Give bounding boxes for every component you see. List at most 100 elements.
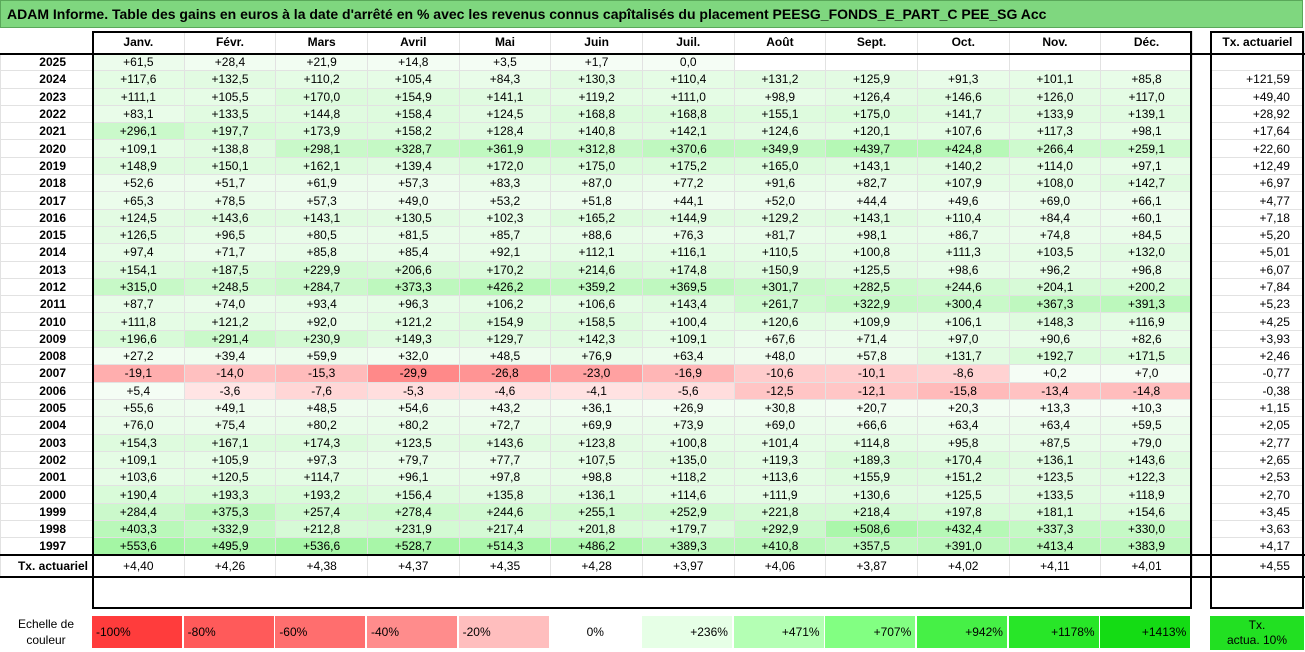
gain-cell: +97,1 <box>1100 156 1193 176</box>
gain-cell: +322,9 <box>825 295 918 314</box>
gain-cell: +201,8 <box>550 520 643 539</box>
gain-cell: +170,0 <box>275 87 368 106</box>
gain-cell: +61,9 <box>275 174 368 193</box>
gap-cell <box>1192 347 1211 365</box>
month-header: Févr. <box>183 31 277 55</box>
year-label: 2002 <box>0 450 93 470</box>
table-row: 2023 +111,1 +105,5 +170,0 +154,9 +141,1 +119,2… <box>0 87 1305 106</box>
gain-cell: +123,8 <box>550 433 643 452</box>
gain-cell: -29,9 <box>366 364 460 383</box>
gain-cell: +122,3 <box>1100 468 1193 487</box>
gain-cell <box>1008 52 1102 72</box>
gain-cell: -12,5 <box>733 381 827 400</box>
legend-tx-cell: Tx. actua. 10% <box>1210 616 1304 650</box>
gain-cell: +85,8 <box>275 243 368 262</box>
month-header: Juil. <box>641 31 735 55</box>
gap-cell <box>1192 122 1211 140</box>
year-label: 2023 <box>0 87 93 106</box>
gain-cell: +83,1 <box>92 104 185 124</box>
table-row: 2018 +52,6 +51,7 +61,9 +57,3 +83,3 +87,0 +77,2 +… <box>0 174 1305 193</box>
gain-cell: +135,8 <box>458 485 552 504</box>
legend-cell: +942% <box>916 616 1007 648</box>
gain-cell: +96,3 <box>366 295 460 314</box>
legend-cell: -80% <box>183 616 274 648</box>
gain-cell: +83,3 <box>458 174 552 193</box>
gain-cell: +119,2 <box>550 87 643 106</box>
gain-cell: +96,1 <box>366 468 460 487</box>
gain-cell: +508,6 <box>825 520 918 539</box>
gain-cell: +301,7 <box>733 277 827 297</box>
footer-cell: +4,11 <box>1008 554 1102 579</box>
gain-cell: +21,9 <box>275 52 368 72</box>
gain-cell: +332,9 <box>183 520 277 539</box>
gain-cell: +206,6 <box>366 260 460 279</box>
gain-cell: +32,0 <box>366 347 460 366</box>
month-header: Sept. <box>825 31 918 55</box>
gain-cell: +66,1 <box>1100 191 1193 210</box>
gain-cell: +244,6 <box>916 277 1010 297</box>
gain-cell: +87,7 <box>92 295 185 314</box>
gain-cell: +328,7 <box>366 139 460 158</box>
gap-cell <box>1192 468 1211 486</box>
footer-cell: +4,06 <box>733 554 827 579</box>
gain-cell: +111,0 <box>641 87 735 106</box>
footer-cell: +4,38 <box>275 554 368 579</box>
gap-cell <box>1192 139 1211 158</box>
year-label: 2024 <box>0 70 93 89</box>
gain-cell: +375,3 <box>183 502 277 522</box>
month-header: Juin <box>550 31 643 55</box>
gain-cell: +78,5 <box>183 191 277 210</box>
gain-cell: +71,4 <box>825 329 918 349</box>
gain-cell: +403,3 <box>92 520 185 539</box>
gain-cell: -7,6 <box>275 381 368 400</box>
tx-cell: +5,01 <box>1209 243 1305 262</box>
gain-cell: +173,9 <box>275 122 368 141</box>
gain-cell: +98,1 <box>1100 122 1193 141</box>
table-row: 2013 +154,1 +187,5 +229,9 +206,6 +170,2 +214,6… <box>0 260 1305 279</box>
gain-cell: -4,1 <box>550 381 643 400</box>
gain-cell: +65,3 <box>92 191 185 210</box>
gain-cell: +138,8 <box>183 139 277 158</box>
table-row: 2010 +111,8 +121,2 +92,0 +121,2 +154,9 +158,5 +… <box>0 312 1305 331</box>
gain-cell: +106,6 <box>550 295 643 314</box>
gain-cell: +389,3 <box>641 537 735 556</box>
gain-cell: +146,6 <box>916 87 1010 106</box>
gain-cell: +514,3 <box>458 537 552 556</box>
gain-cell: +167,1 <box>183 433 277 452</box>
tx-cell: +5,20 <box>1209 225 1305 245</box>
gain-cell: +98,1 <box>825 225 918 245</box>
gain-cell: +113,6 <box>733 468 827 487</box>
table-row: 2007 -19,1 -14,0 -15,3 -29,9 -26,8 -23,0 -16,9-… <box>0 364 1305 383</box>
gain-cell: +111,1 <box>92 87 185 106</box>
color-scale-legend: Echelle de couleur -100% -80% -60% -40% -20%… <box>0 614 1305 650</box>
gain-cell: +536,6 <box>275 537 368 556</box>
tx-cell <box>1209 52 1305 72</box>
gap-cell <box>1192 174 1211 192</box>
gain-cell: +361,9 <box>458 139 552 158</box>
month-header: Mars <box>275 31 368 55</box>
gain-cell: +143,6 <box>458 433 552 452</box>
gain-cell: +86,7 <box>916 225 1010 245</box>
gain-cell: +59,5 <box>1100 416 1193 435</box>
gain-cell: +93,4 <box>275 295 368 314</box>
gain-cell: +92,1 <box>458 243 552 262</box>
gain-cell: +101,1 <box>1008 70 1102 89</box>
gain-cell: +51,8 <box>550 191 643 210</box>
table-row: 2011 +87,7 +74,0 +93,4 +96,3 +106,2 +106,6 +143… <box>0 295 1305 314</box>
gain-cell: +54,6 <box>366 398 460 418</box>
gain-cell: -15,8 <box>916 381 1010 400</box>
gain-cell: +124,6 <box>733 122 827 141</box>
gain-cell: +77,7 <box>458 450 552 470</box>
table-row: 2024 +117,6 +132,5 +110,2 +105,4 +84,3 +130,3 +… <box>0 70 1305 89</box>
gain-cell: +218,4 <box>825 502 918 522</box>
year-label: 2010 <box>0 312 93 331</box>
gain-cell: +120,5 <box>183 468 277 487</box>
gain-cell: +95,8 <box>916 433 1010 452</box>
gain-cell: +69,0 <box>1008 191 1102 210</box>
table-row: 2003 +154,3 +167,1 +174,3 +123,5 +143,6 +123,8… <box>0 433 1305 452</box>
legend-label: Echelle de couleur <box>0 614 92 650</box>
gain-cell: +20,3 <box>916 398 1010 418</box>
gain-cell: +14,8 <box>366 52 460 72</box>
footer-cell: +4,26 <box>183 554 277 579</box>
gain-cell: +109,1 <box>641 329 735 349</box>
